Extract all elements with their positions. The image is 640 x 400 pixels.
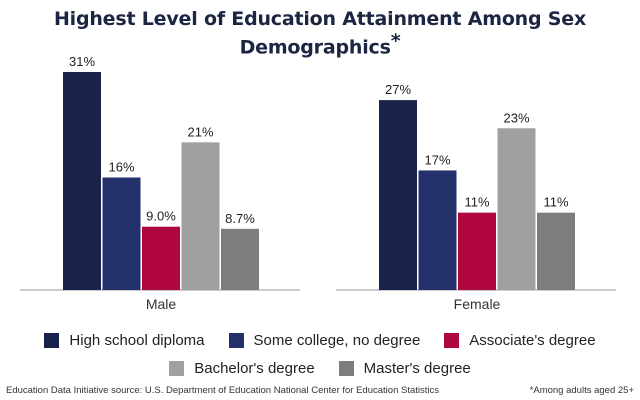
- data-label-female-associate-s-degree: 11%: [464, 195, 489, 210]
- bar-male-bachelor-s-degree: [181, 142, 220, 290]
- data-label-female-high-school-diploma: 27%: [385, 82, 411, 97]
- title-footnote-marker: *: [390, 30, 401, 52]
- legend-item-masters: Master's degree: [338, 359, 471, 377]
- data-label-male-master-s-degree: 8.7%: [225, 211, 255, 226]
- legend-swatch-bachelors: [169, 360, 185, 376]
- data-label-female-bachelor-s-degree: 23%: [503, 110, 529, 125]
- data-label-male-bachelor-s-degree: 21%: [187, 124, 213, 139]
- data-label-male-associate-s-degree: 9.0%: [146, 209, 176, 224]
- chart-title-wrap: Highest Level of Education Attainment Am…: [0, 8, 640, 58]
- legend-item-bachelors: Bachelor's degree: [169, 359, 315, 377]
- bar-female-master-s-degree: [537, 212, 575, 290]
- legend-label-high-school: High school diploma: [69, 331, 205, 349]
- legend-swatch-associates: [444, 332, 460, 348]
- legend-label-bachelors: Bachelor's degree: [194, 359, 315, 377]
- data-label-female-some-college-no-degree: 17%: [424, 152, 450, 167]
- chart-title: Highest Level of Education Attainment Am…: [53, 8, 587, 59]
- legend-item-some-college: Some college, no degree: [228, 331, 421, 349]
- legend-swatch-some-college: [228, 332, 244, 348]
- legend: High school diploma Some college, no deg…: [0, 326, 640, 382]
- source-note: Education Data Initiative source: U.S. D…: [6, 385, 440, 396]
- data-label-male-high-school-diploma: 31%: [69, 54, 95, 69]
- bar-male-some-college-no-degree: [102, 177, 141, 290]
- footnote: *Among adults aged 25+: [529, 385, 634, 396]
- bar-female-high-school-diploma: [379, 100, 417, 291]
- bar-male-master-s-degree: [221, 228, 259, 290]
- legend-label-masters: Master's degree: [363, 359, 471, 377]
- data-label-male-some-college-no-degree: 16%: [108, 159, 134, 174]
- data-label-female-master-s-degree: 11%: [543, 195, 568, 210]
- bar-female-some-college-no-degree: [418, 170, 457, 290]
- legend-swatch-high-school: [44, 332, 60, 348]
- legend-label-some-college: Some college, no degree: [253, 331, 421, 349]
- legend-item-associates: Associate's degree: [444, 331, 596, 349]
- category-label-male: Male: [146, 296, 177, 312]
- bar-male-high-school-diploma: [63, 72, 101, 290]
- bar-female-associate-s-degree: [458, 212, 496, 290]
- legend-swatch-masters: [338, 360, 354, 376]
- legend-label-associates: Associate's degree: [469, 331, 596, 349]
- legend-row-2: Bachelor's degree Master's degree: [0, 354, 640, 382]
- legend-row-1: High school diploma Some college, no deg…: [0, 326, 640, 354]
- bar-female-bachelor-s-degree: [497, 128, 536, 290]
- category-label-female: Female: [454, 296, 501, 312]
- bar-male-associate-s-degree: [142, 226, 180, 290]
- legend-item-high-school: High school diploma: [44, 331, 205, 349]
